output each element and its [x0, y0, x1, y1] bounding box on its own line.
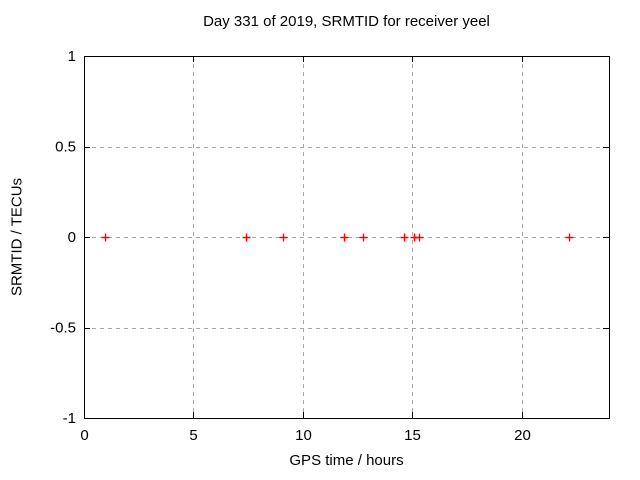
y-tick-label: 0 [68, 229, 76, 246]
chart-title: Day 331 of 2019, SRMTID for receiver yee… [203, 13, 490, 30]
data-point-marker [415, 233, 424, 242]
x-axis-label: GPS time / hours [289, 452, 404, 469]
y-tick-label: 0.5 [55, 139, 76, 156]
data-point-marker [565, 233, 574, 242]
x-tick-label: 0 [80, 427, 88, 444]
data-point-marker [279, 233, 288, 242]
y-tick-label: -1 [63, 410, 76, 427]
y-tick-label: -0.5 [50, 320, 76, 337]
x-tick-label: 5 [189, 427, 197, 444]
data-point-marker [359, 233, 368, 242]
y-tick-label: 1 [68, 48, 76, 65]
data-point-marker [340, 233, 349, 242]
data-point-marker [242, 233, 251, 242]
data-point-marker [101, 233, 110, 242]
x-tick-label: 15 [404, 427, 421, 444]
x-tick-label: 10 [295, 427, 312, 444]
x-tick-label: 20 [514, 427, 531, 444]
data-point-marker [400, 233, 409, 242]
